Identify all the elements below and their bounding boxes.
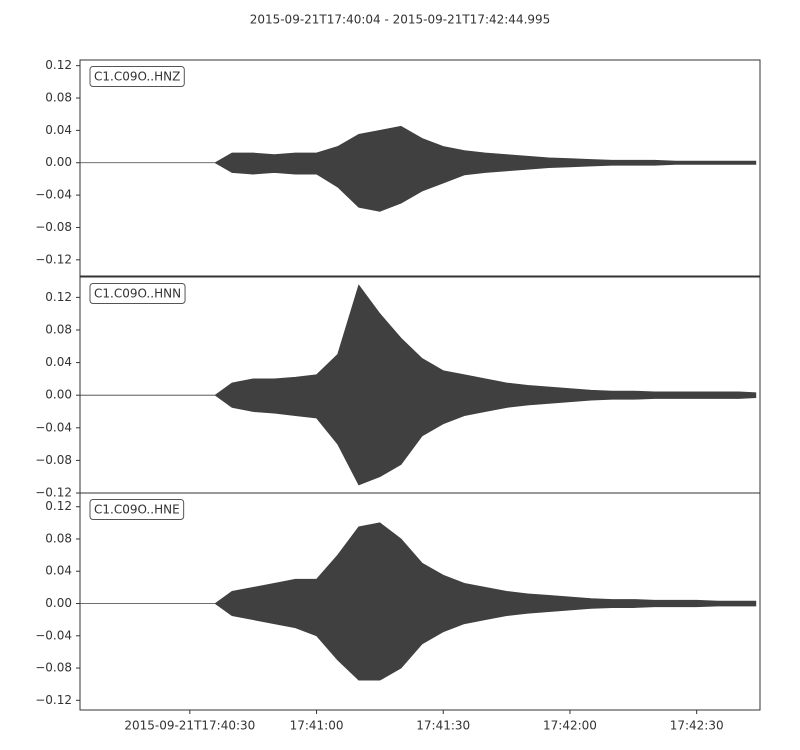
y-tick-label: 0.08 xyxy=(45,322,72,336)
panel-frame xyxy=(79,492,761,711)
channel-label-box xyxy=(89,499,185,520)
channel-label-box xyxy=(89,66,185,87)
y-tick-label: −0.04 xyxy=(35,188,72,202)
y-tick-label: 0.00 xyxy=(45,596,72,610)
x-tick-label: 17:41:00 xyxy=(290,719,344,733)
y-tick-label: 0.12 xyxy=(45,499,72,513)
channel-label-box xyxy=(89,283,186,304)
y-tick-label: 0.12 xyxy=(45,58,72,72)
y-tick-label: −0.08 xyxy=(35,453,72,467)
x-tick-label: 17:41:30 xyxy=(416,719,470,733)
channel-label: C1.C09O..HNZ xyxy=(94,70,180,84)
y-tick-label: 0.08 xyxy=(45,91,72,105)
channel-label: C1.C09O..HNE xyxy=(94,503,180,517)
x-tick-label: 17:42:30 xyxy=(670,719,724,733)
waveform-envelope xyxy=(80,125,757,212)
y-tick-label: −0.04 xyxy=(35,628,72,642)
y-tick-label: 0.04 xyxy=(45,123,72,137)
y-tick-label: −0.08 xyxy=(35,220,72,234)
x-tick-label: 2015-09-21T17:40:30 xyxy=(124,719,255,733)
y-tick-label: 0.00 xyxy=(45,388,72,402)
figure-title: 2015-09-21T17:40:04 - 2015-09-21T17:42:4… xyxy=(250,13,551,27)
waveform-envelope xyxy=(80,522,757,681)
channel-label: C1.C09O..HNN xyxy=(94,287,181,301)
y-tick-label: −0.12 xyxy=(35,486,72,500)
y-tick-label: −0.04 xyxy=(35,420,72,434)
y-tick-label: 0.04 xyxy=(45,355,72,369)
y-tick-label: −0.12 xyxy=(35,252,72,266)
y-tick-label: −0.12 xyxy=(35,693,72,707)
y-tick-label: 0.08 xyxy=(45,531,72,545)
y-tick-label: 0.12 xyxy=(45,290,72,304)
y-tick-label: 0.04 xyxy=(45,564,72,578)
y-tick-label: 0.00 xyxy=(45,155,72,169)
waveform-envelope xyxy=(80,284,757,486)
x-tick-label: 17:42:00 xyxy=(543,719,597,733)
y-tick-label: −0.08 xyxy=(35,661,72,675)
panel-frame xyxy=(79,59,761,277)
